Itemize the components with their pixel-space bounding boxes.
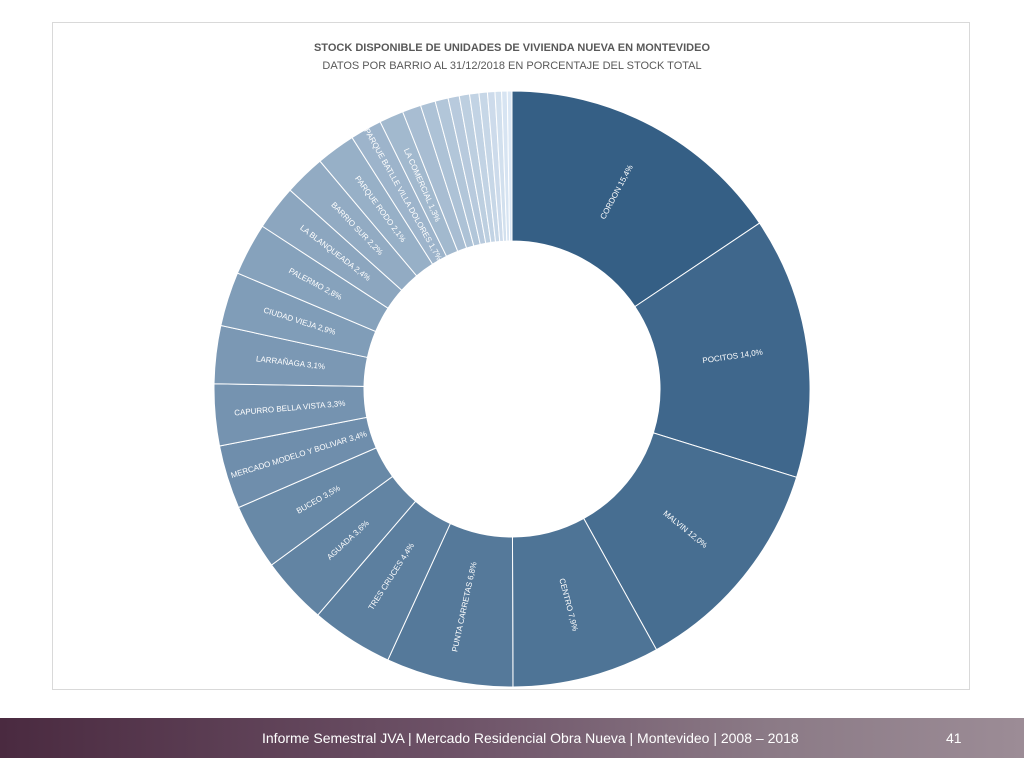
page-number: 41 <box>946 730 962 746</box>
chart-frame: STOCK DISPONIBLE DE UNIDADES DE VIVIENDA… <box>52 22 970 690</box>
slice-unlabeled-28 <box>506 90 513 242</box>
footer-bar: Informe Semestral JVA | Mercado Residenc… <box>0 718 1024 758</box>
footer-text: Informe Semestral JVA | Mercado Residenc… <box>262 730 799 746</box>
chart-title: STOCK DISPONIBLE DE UNIDADES DE VIVIENDA… <box>314 42 710 54</box>
slice-group <box>213 90 811 688</box>
slice-cordon <box>511 90 761 308</box>
chart-subtitle: DATOS POR BARRIO AL 31/12/2018 EN PORCEN… <box>322 60 701 72</box>
donut-chart: STOCK DISPONIBLE DE UNIDADES DE VIVIENDA… <box>213 42 811 688</box>
slice-pocitos <box>634 222 811 478</box>
